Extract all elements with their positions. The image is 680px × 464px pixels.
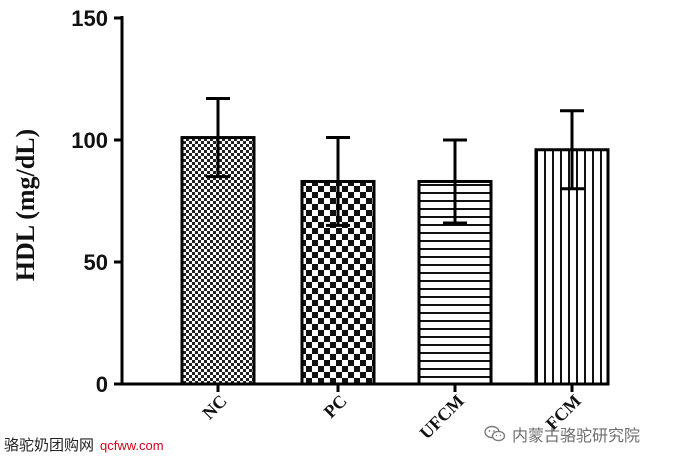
x-tick-label: NC [198,391,231,424]
y-tick-label: 50 [84,250,108,275]
bars [180,136,610,386]
x-tick-label: UFCM [416,391,468,443]
y-ticks: 0 50 100 150 [71,6,122,397]
y-tick-label: 0 [96,372,108,397]
watermark-left-text: 骆驼奶团购网 [4,436,95,454]
y-tick-label: 150 [71,6,108,31]
watermark-left: 骆驼奶团购网 qcfww.com [4,434,164,455]
watermark-right: 内蒙古骆驼研究院 [484,422,640,446]
error-bars [206,97,584,227]
watermark-url: qcfww.com [100,438,164,453]
wechat-icon [484,425,506,442]
y-axis-label: HDL (mg/dL) [11,129,40,281]
y-tick-label: 100 [71,128,108,153]
x-tick-label: PC [320,391,351,422]
watermark-right-text: 内蒙古骆驼研究院 [512,426,641,445]
